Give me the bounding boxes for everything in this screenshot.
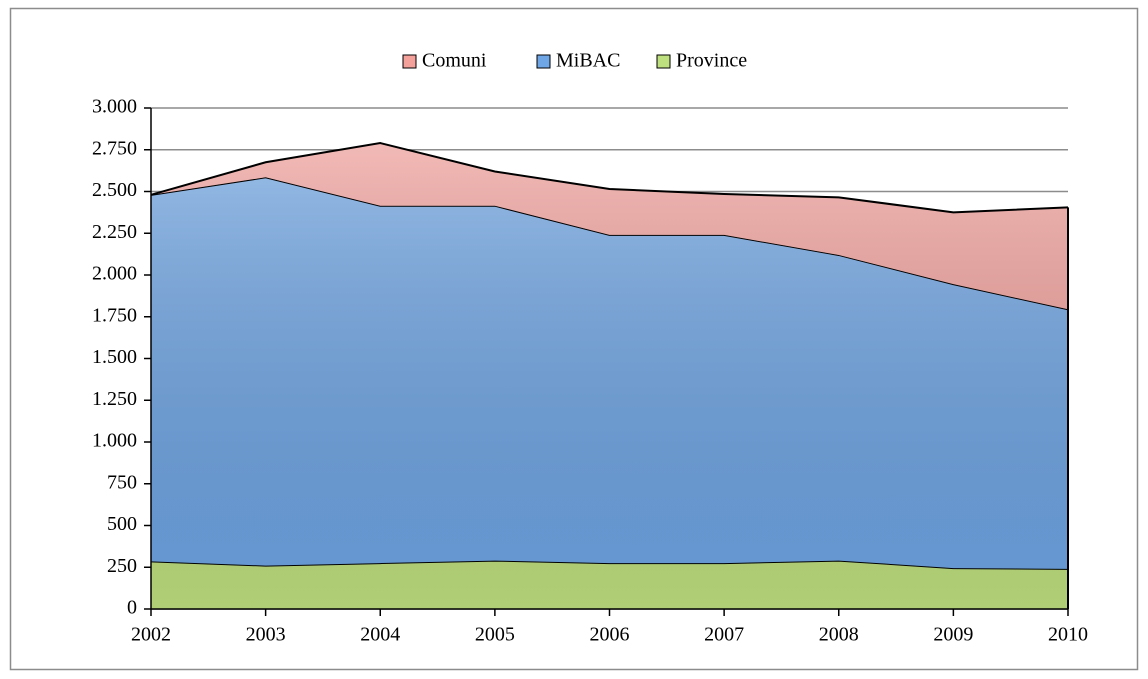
y-tick-label: 2.000: [92, 263, 137, 285]
area-line: [150, 142, 1069, 214]
y-tick-label: 1.750: [92, 304, 137, 326]
x-tick-label: 2009: [933, 624, 973, 646]
legend-label: MiBAC: [556, 50, 620, 72]
y-tick-label: 2.750: [92, 137, 137, 159]
legend-label: Comuni: [422, 50, 487, 72]
x-tick-label: 2007: [704, 624, 744, 646]
legend-swatch: [402, 54, 417, 69]
y-tick-label: 1.250: [92, 388, 137, 410]
area-shade: [151, 560, 1068, 609]
x-tick-label: 2004: [360, 624, 400, 646]
x-tick-label: 2003: [246, 624, 286, 646]
x-tick-label: 2008: [819, 624, 859, 646]
y-tick-label: 1.500: [92, 346, 137, 368]
legend-swatch: [536, 54, 551, 69]
y-tick-label: 750: [107, 471, 137, 493]
area-shade: [151, 143, 1068, 310]
x-tick-label: 2005: [475, 624, 515, 646]
y-tick-label: 2.500: [92, 179, 137, 201]
x-tick-label: 2010: [1048, 624, 1088, 646]
x-tick-label: 2002: [131, 624, 171, 646]
y-tick-label: 3.000: [92, 96, 137, 118]
y-tick-label: 500: [107, 513, 137, 535]
legend-swatch: [656, 54, 671, 69]
y-tick-label: 2.250: [92, 221, 137, 243]
y-tick-label: 250: [107, 555, 137, 577]
y-tick-label: 1.000: [92, 430, 137, 452]
y-tick-label: 0: [127, 597, 137, 619]
x-tick-label: 2006: [590, 624, 630, 646]
legend-label: Province: [676, 50, 747, 72]
area-shade: [151, 177, 1068, 569]
